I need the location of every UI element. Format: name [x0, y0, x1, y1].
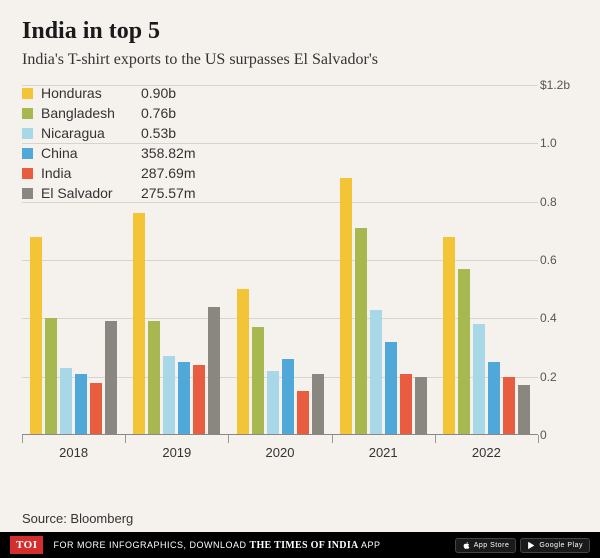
playstore-label: Google Play — [539, 542, 583, 549]
bar — [60, 368, 72, 435]
legend-swatch — [22, 168, 33, 179]
legend-row: India287.69m — [22, 165, 195, 181]
bar — [252, 327, 264, 435]
y-tick-label: 0 — [540, 428, 576, 442]
footer-suffix: APP — [359, 540, 381, 550]
bar — [415, 377, 427, 435]
legend: Honduras0.90bBangladesh0.76bNicaragua0.5… — [22, 85, 195, 205]
year-group — [332, 85, 435, 435]
bar — [443, 237, 455, 435]
legend-series-value: 358.82m — [141, 145, 195, 161]
footer-prefix: FOR MORE INFOGRAPHICS, DOWNLOAD — [53, 540, 249, 550]
x-tick — [538, 435, 539, 443]
bar — [90, 383, 102, 436]
x-tick-label: 2019 — [162, 445, 191, 460]
x-tick — [125, 435, 126, 443]
x-tick — [332, 435, 333, 443]
x-tick-label: 2020 — [266, 445, 295, 460]
bar — [297, 391, 309, 435]
source-attribution: Source: Bloomberg — [22, 511, 133, 526]
chart-title: India in top 5 — [22, 18, 578, 45]
appstore-label: App Store — [474, 542, 510, 549]
bar — [355, 228, 367, 435]
y-tick-label: 1.0 — [540, 136, 576, 150]
legend-series-name: India — [41, 165, 141, 181]
legend-swatch — [22, 128, 33, 139]
x-tick — [228, 435, 229, 443]
legend-series-value: 287.69m — [141, 165, 195, 181]
playstore-badge[interactable]: Google Play — [520, 538, 590, 553]
legend-row: Honduras0.90b — [22, 85, 195, 101]
bar — [133, 213, 145, 435]
legend-series-name: El Salvador — [41, 185, 141, 201]
legend-series-value: 0.76b — [141, 105, 176, 121]
x-tick-label: 2021 — [369, 445, 398, 460]
x-axis: 2018 2019 2020 2021 2022 — [22, 435, 538, 475]
bar — [400, 374, 412, 435]
legend-series-name: Honduras — [41, 85, 141, 101]
bar — [75, 374, 87, 435]
legend-row: Nicaragua0.53b — [22, 125, 195, 141]
legend-swatch — [22, 88, 33, 99]
appstore-badge[interactable]: App Store — [455, 538, 517, 553]
legend-swatch — [22, 188, 33, 199]
y-tick-label: 0.4 — [540, 311, 576, 325]
y-tick-label: 0.2 — [540, 370, 576, 384]
play-icon — [527, 541, 536, 550]
bar — [518, 385, 530, 435]
year-group — [228, 85, 331, 435]
bar — [370, 310, 382, 435]
legend-row: El Salvador275.57m — [22, 185, 195, 201]
y-tick-label: 0.8 — [540, 195, 576, 209]
bar — [30, 237, 42, 435]
legend-series-value: 0.90b — [141, 85, 176, 101]
bar — [488, 362, 500, 435]
y-tick-label: $1.2b — [540, 78, 576, 92]
bar — [193, 365, 205, 435]
legend-swatch — [22, 108, 33, 119]
legend-series-name: Nicaragua — [41, 125, 141, 141]
bar — [208, 307, 220, 435]
bar — [458, 269, 470, 435]
apple-icon — [462, 541, 471, 550]
year-group — [435, 85, 538, 435]
x-tick — [435, 435, 436, 443]
footer-brand: THE TIMES OF INDIA — [250, 540, 359, 551]
legend-swatch — [22, 148, 33, 159]
footer-bar: TOI FOR MORE INFOGRAPHICS, DOWNLOAD THE … — [0, 532, 600, 558]
bar — [282, 359, 294, 435]
x-tick — [22, 435, 23, 443]
x-tick-label: 2018 — [59, 445, 88, 460]
legend-series-value: 275.57m — [141, 185, 195, 201]
bar — [163, 356, 175, 435]
footer-text: FOR MORE INFOGRAPHICS, DOWNLOAD THE TIME… — [53, 540, 450, 551]
bar — [267, 371, 279, 435]
legend-row: China358.82m — [22, 145, 195, 161]
bar — [385, 342, 397, 435]
bar — [105, 321, 117, 435]
legend-row: Bangladesh0.76b — [22, 105, 195, 121]
toi-logo: TOI — [10, 536, 43, 554]
bar — [45, 318, 57, 435]
bar — [178, 362, 190, 435]
bar — [312, 374, 324, 435]
chart-subtitle: India's T-shirt exports to the US surpas… — [22, 51, 578, 69]
bar — [340, 178, 352, 435]
bar — [473, 324, 485, 435]
legend-series-value: 0.53b — [141, 125, 176, 141]
bar — [148, 321, 160, 435]
legend-series-name: Bangladesh — [41, 105, 141, 121]
y-tick-label: 0.6 — [540, 253, 576, 267]
legend-series-name: China — [41, 145, 141, 161]
bar — [237, 289, 249, 435]
x-tick-label: 2022 — [472, 445, 501, 460]
bar — [503, 377, 515, 435]
chart-area: Honduras0.90bBangladesh0.76bNicaragua0.5… — [22, 85, 578, 475]
